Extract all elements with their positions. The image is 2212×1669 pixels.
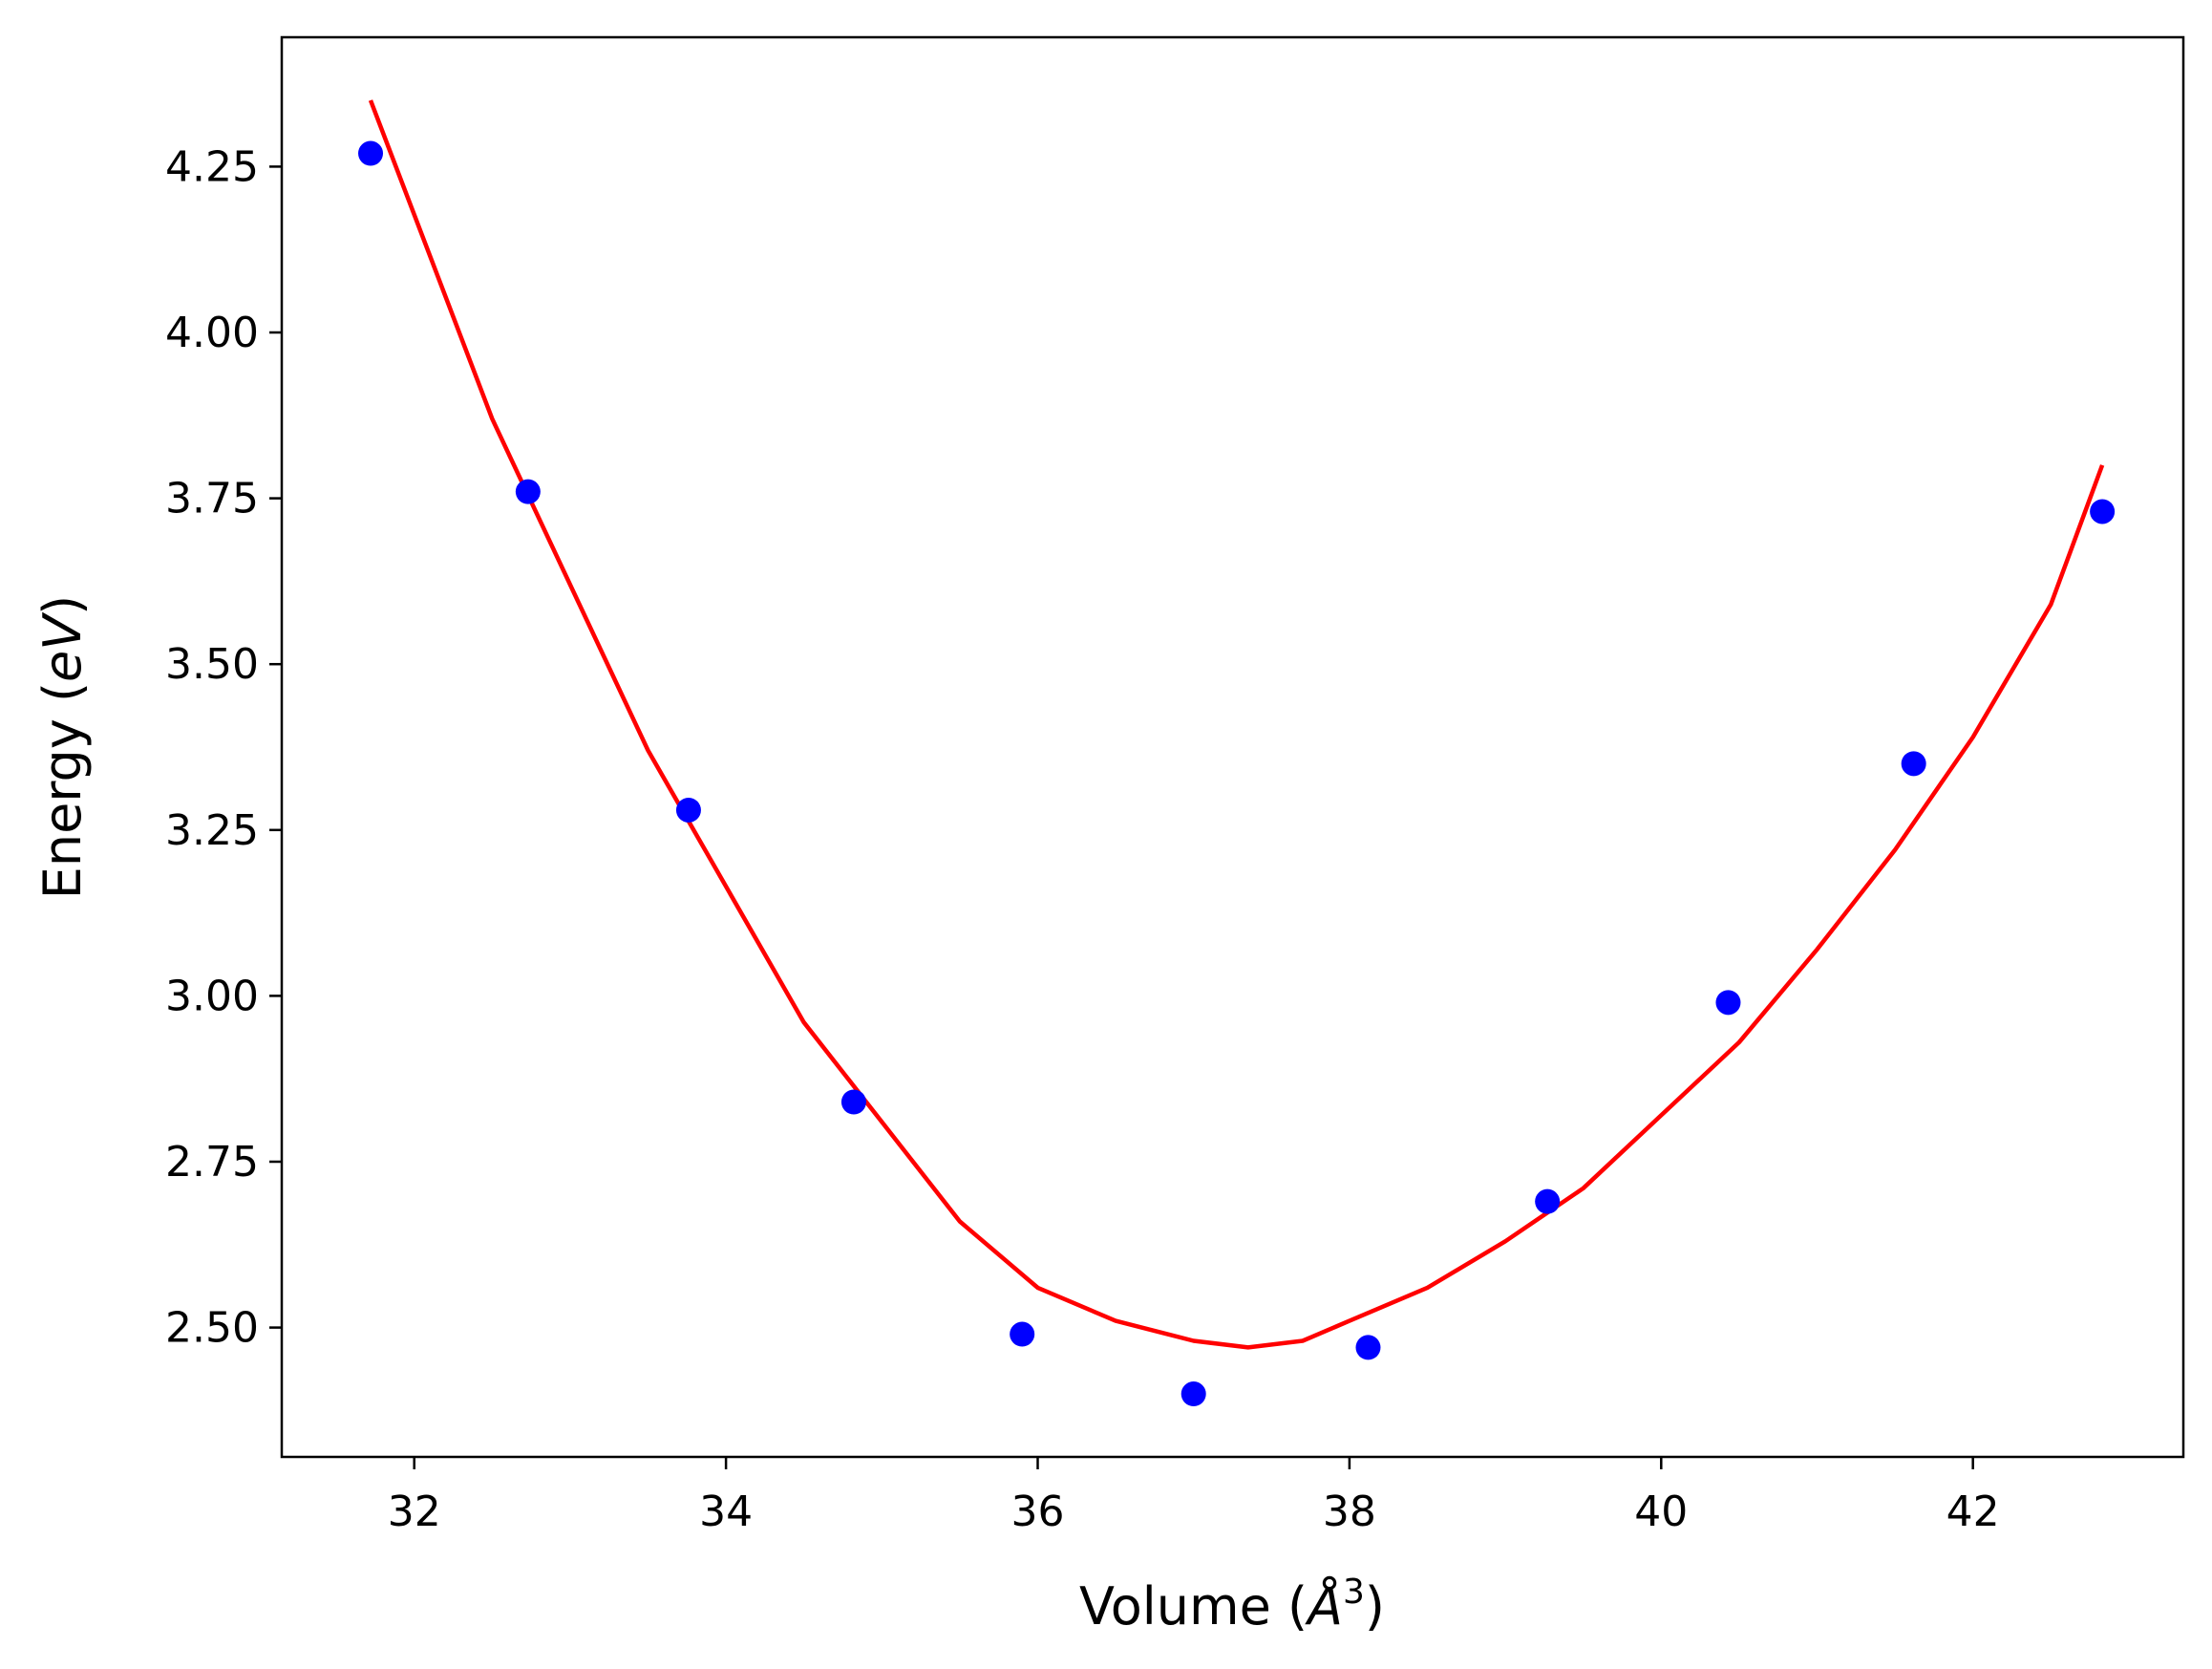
y-axis-title-prefix: Energy ( <box>32 682 93 899</box>
x-tick-label: 40 <box>1634 1487 1688 1536</box>
x-axis-title-suffix: ) <box>1365 1576 1385 1637</box>
x-axis-title: Volume (Å3) <box>1079 1573 1385 1637</box>
y-axis-title: Energy (eV) <box>32 595 93 900</box>
x-axis-ticks: 32 34 36 38 40 42 <box>388 1457 2000 1536</box>
y-tick-label: 3.00 <box>165 972 259 1020</box>
y-tick-label: 2.50 <box>165 1304 259 1353</box>
plot-frame <box>280 35 2185 1459</box>
y-tick-label: 3.50 <box>165 640 259 689</box>
y-axis-title-suffix: ) <box>32 595 93 615</box>
data-point <box>675 797 701 823</box>
y-axis-title-symbol: eV <box>32 611 93 682</box>
data-point <box>840 1089 866 1115</box>
x-axis-title-prefix: Volume ( <box>1079 1576 1308 1637</box>
data-point <box>1715 990 1741 1016</box>
data-point <box>1355 1335 1381 1360</box>
x-tick-label: 36 <box>1011 1487 1065 1536</box>
y-tick-label: 3.25 <box>165 806 259 855</box>
data-point <box>515 479 541 504</box>
y-tick-label: 3.75 <box>165 475 259 524</box>
data-point <box>1010 1321 1035 1347</box>
data-point <box>1901 751 1926 777</box>
x-tick-label: 42 <box>1946 1487 2000 1536</box>
x-tick-label: 38 <box>1323 1487 1376 1536</box>
x-tick-label: 32 <box>388 1487 441 1536</box>
data-point <box>2090 499 2116 524</box>
x-tick-label: 34 <box>699 1487 753 1536</box>
data-point <box>1535 1188 1561 1214</box>
y-tick-label: 4.25 <box>165 142 259 191</box>
plot-area <box>358 99 2116 1407</box>
data-point <box>1180 1381 1206 1407</box>
x-axis-title-symbol: Å <box>1305 1575 1343 1637</box>
fit-curve-line <box>368 99 2105 1350</box>
y-tick-label: 4.00 <box>165 309 259 357</box>
y-tick-label: 2.75 <box>165 1138 259 1187</box>
data-point <box>358 140 384 166</box>
y-axis-ticks: 2.50 2.75 3.00 3.25 3.50 3.75 4.00 4.25 <box>165 142 282 1353</box>
x-axis-title-superscript: 3 <box>1343 1573 1365 1612</box>
